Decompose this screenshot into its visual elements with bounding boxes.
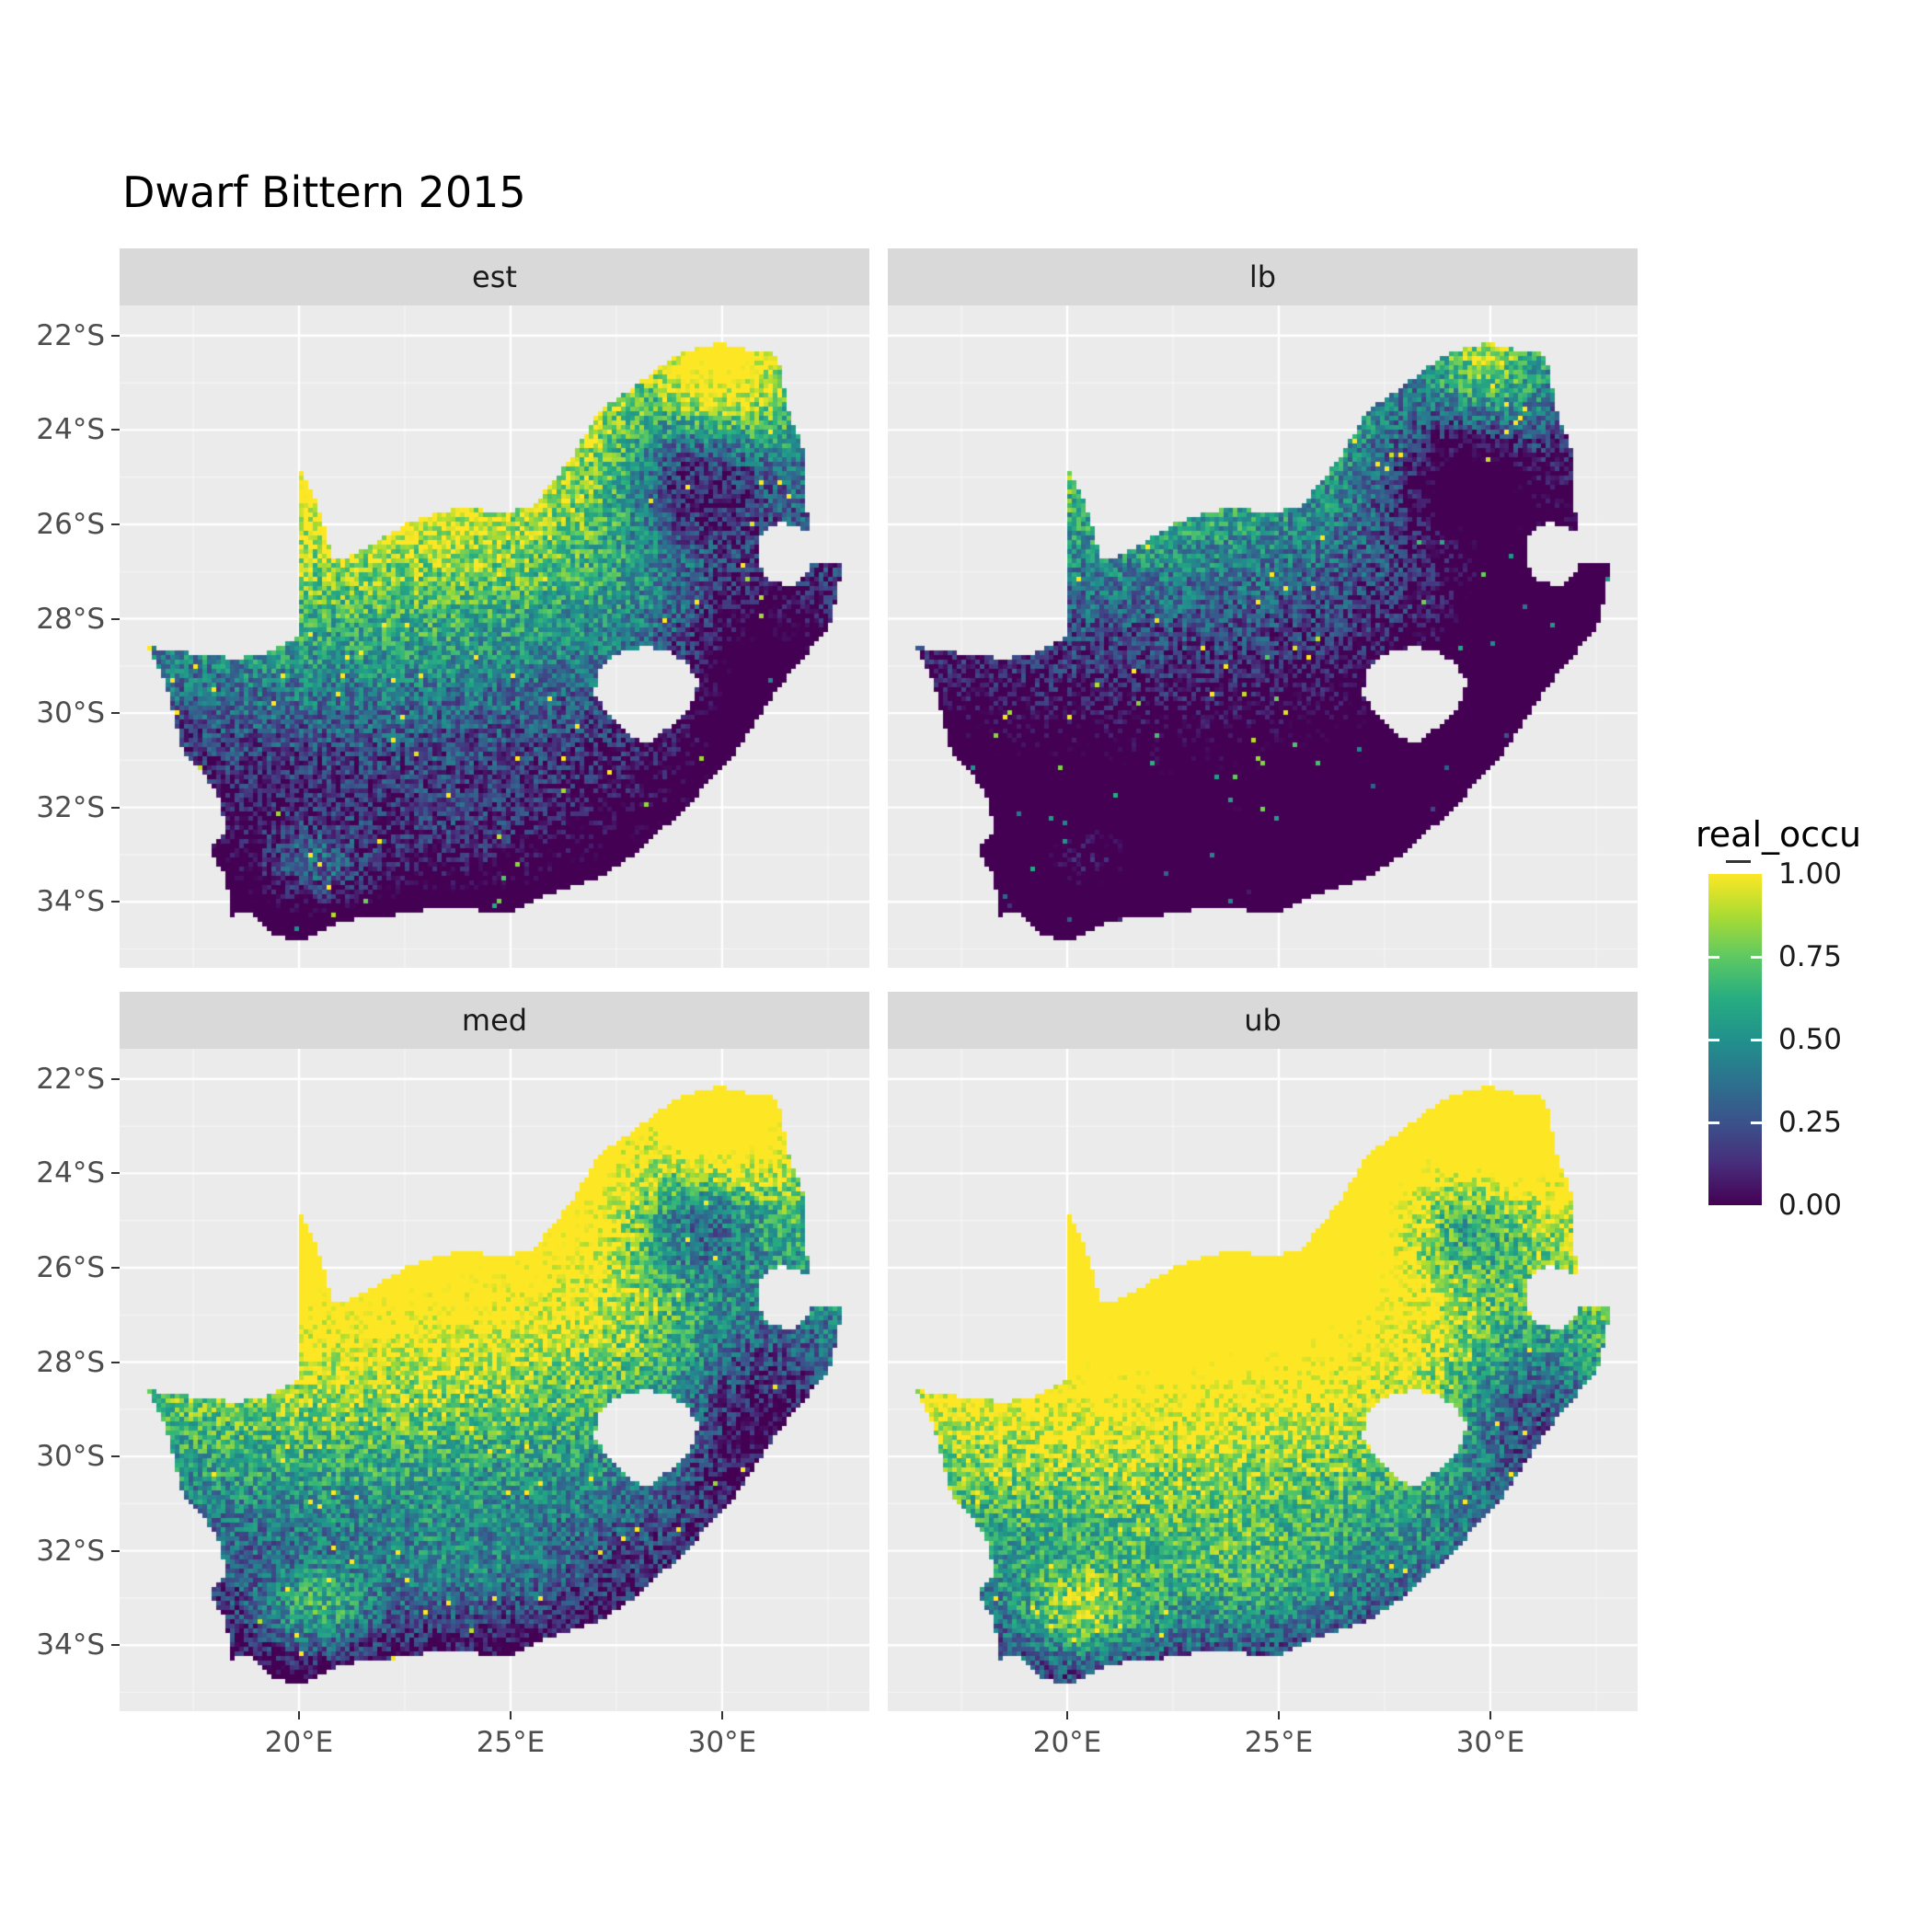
x-tick-mark xyxy=(509,1711,512,1719)
x-axis-label: 30°E xyxy=(687,1726,757,1759)
facet-strip-med: med xyxy=(120,992,869,1049)
facet-strip-ub: ub xyxy=(888,992,1638,1049)
y-axis-label: 22°S xyxy=(36,1062,105,1096)
map-canvas-ub xyxy=(888,1049,1638,1711)
y-axis-label: 30°S xyxy=(36,696,105,730)
facet-strip-med-label: med xyxy=(461,1003,528,1038)
x-axis-label: 20°E xyxy=(1032,1726,1102,1759)
legend-tick-mark xyxy=(1708,1121,1719,1124)
y-tick-mark xyxy=(111,1361,120,1363)
y-tick-mark xyxy=(111,1455,120,1458)
x-axis-label: 30°E xyxy=(1455,1726,1525,1759)
x-axis-label: 20°E xyxy=(264,1726,334,1759)
x-tick-mark xyxy=(720,1711,723,1719)
legend-tick-mark xyxy=(1751,1039,1762,1041)
legend-tick-mark xyxy=(1751,1121,1762,1124)
y-axis-label: 32°S xyxy=(36,790,105,824)
facet-strip-lb: lb xyxy=(888,248,1638,305)
facet-strip-est-label: est xyxy=(472,259,517,294)
x-axis-label: 25°E xyxy=(1244,1726,1314,1759)
y-tick-mark xyxy=(111,523,120,525)
facet-strip-est: est xyxy=(120,248,869,305)
map-panel-med xyxy=(120,1049,869,1711)
map-canvas-med xyxy=(120,1049,869,1711)
y-axis-label: 34°S xyxy=(36,885,105,919)
y-axis-label: 32°S xyxy=(36,1534,105,1568)
y-tick-mark xyxy=(111,712,120,715)
y-tick-mark xyxy=(111,1172,120,1175)
map-panel-ub xyxy=(888,1049,1638,1711)
y-tick-mark xyxy=(111,617,120,620)
facet-strip-lb-label: lb xyxy=(1248,259,1277,294)
y-axis-label: 26°S xyxy=(36,507,105,541)
y-tick-mark xyxy=(111,1549,120,1552)
map-canvas-est xyxy=(120,305,869,968)
y-axis-label: 24°S xyxy=(36,1156,105,1190)
legend-label: 0.00 xyxy=(1778,1189,1843,1222)
y-tick-mark xyxy=(111,1644,120,1647)
legend-label: 0.25 xyxy=(1778,1106,1843,1139)
legend-label: 1.00 xyxy=(1778,857,1843,891)
y-axis-label: 26°S xyxy=(36,1250,105,1284)
x-tick-mark xyxy=(1066,1711,1068,1719)
facet-strip-ub-label: ub xyxy=(1244,1003,1282,1038)
x-tick-mark xyxy=(1277,1711,1280,1719)
legend-tick-mark xyxy=(1708,956,1719,959)
y-tick-mark xyxy=(111,1266,120,1269)
legend-tick-mark xyxy=(1708,1039,1719,1041)
y-tick-mark xyxy=(111,334,120,337)
y-tick-mark xyxy=(111,806,120,809)
y-axis-label: 28°S xyxy=(36,1345,105,1379)
y-tick-mark xyxy=(111,429,120,431)
y-axis-label: 28°S xyxy=(36,602,105,636)
y-axis-label: 30°S xyxy=(36,1440,105,1474)
legend-tick-mark xyxy=(1751,956,1762,959)
legend-label: 0.75 xyxy=(1778,940,1843,973)
x-tick-mark xyxy=(1489,1711,1491,1719)
map-panel-lb xyxy=(888,305,1638,968)
y-tick-mark xyxy=(111,901,120,903)
x-axis-label: 25°E xyxy=(476,1726,546,1759)
map-canvas-lb xyxy=(888,305,1638,968)
legend-label: 0.50 xyxy=(1778,1023,1843,1056)
y-axis-label: 22°S xyxy=(36,318,105,352)
x-tick-mark xyxy=(298,1711,300,1719)
map-panel-est xyxy=(120,305,869,968)
y-tick-mark xyxy=(111,1077,120,1080)
plot-title: Dwarf Bittern 2015 xyxy=(122,167,526,217)
legend-title: real_occu xyxy=(1696,814,1862,855)
y-axis-label: 24°S xyxy=(36,413,105,447)
legend-top-tick-mark xyxy=(1726,860,1751,863)
y-axis-label: 34°S xyxy=(36,1628,105,1662)
